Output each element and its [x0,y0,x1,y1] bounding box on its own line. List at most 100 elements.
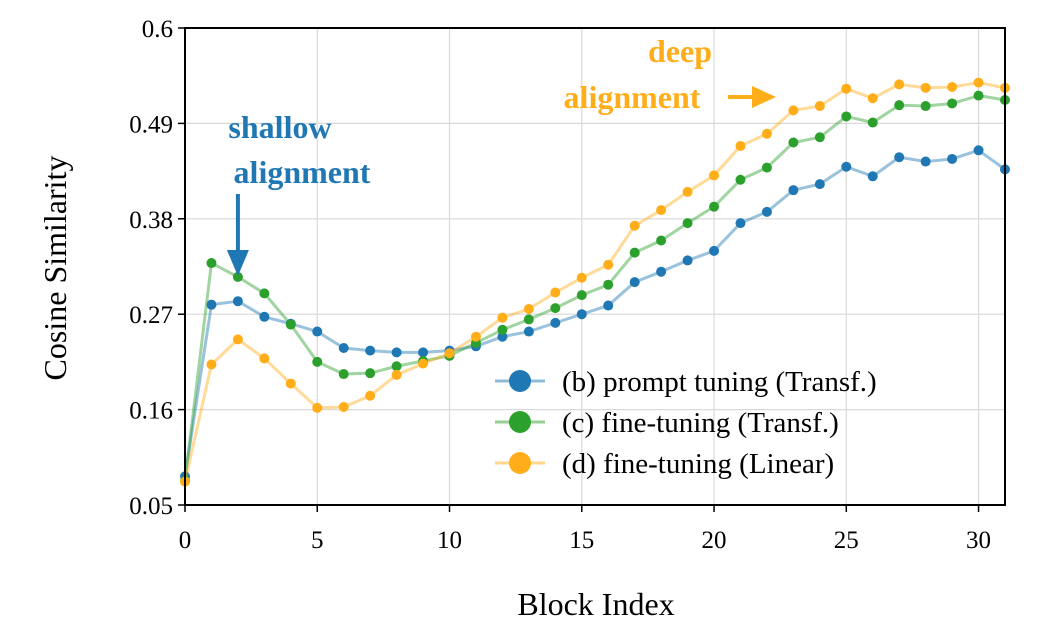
data-point [973,145,984,156]
data-point [709,245,720,256]
x-tick-label: 15 [569,527,594,554]
data-point [814,132,825,143]
data-point [656,205,667,216]
data-point [920,156,931,167]
data-point [285,319,296,330]
y-tick-label: 0.38 [129,207,173,234]
y-tick-label: 0.6 [142,16,173,43]
data-point [285,378,296,389]
y-tick-label: 0.16 [129,398,173,425]
annotation-arrow-head [226,250,249,276]
data-point [867,93,878,104]
x-tick-label: 0 [179,527,192,554]
data-point [841,83,852,94]
data-point [947,81,958,92]
data-point [761,128,772,139]
data-point [603,259,614,270]
data-point [206,258,217,269]
data-point [973,90,984,101]
x-tick-label: 30 [966,527,991,554]
annotation-shallow-line1: shallow [228,109,331,145]
data-point [735,218,746,229]
data-point [444,348,455,359]
data-point [629,220,640,231]
annotation-deep-line2: alignment [564,79,701,115]
data-point [788,137,799,148]
y-tick-label: 0.49 [129,111,173,138]
data-point [232,334,243,345]
data-point [576,290,587,301]
data-point [391,347,402,358]
data-point [523,303,534,314]
x-tick-label: 25 [834,527,859,554]
data-point [629,277,640,288]
data-point [418,358,429,369]
data-point [259,288,270,299]
x-tick-label: 5 [311,527,324,554]
data-point [365,390,376,401]
data-point [391,369,402,380]
data-point [232,271,243,282]
legend-label: (d) fine-tuning (Linear) [562,448,834,480]
data-point [497,324,508,335]
data-point [312,356,323,367]
y-tick-label: 0.27 [129,302,173,329]
data-point [550,303,561,314]
y-tick-label: 0.05 [129,493,173,520]
data-point [814,101,825,112]
data-point [470,331,481,342]
data-point [867,171,878,182]
y-axis-title: Cosine Similarity [37,156,73,381]
data-point [788,105,799,116]
annotation-shallow-line2: alignment [234,154,371,190]
legend-swatch-marker [509,370,531,392]
legend-swatch-marker [509,411,531,433]
data-point [365,345,376,356]
x-tick-label: 10 [437,527,462,554]
plot-frame [184,27,1006,506]
data-point [867,117,878,128]
legend-label: (b) prompt tuning (Transf.) [562,366,877,398]
annotation-deep-line1: deep [648,33,712,69]
data-point [761,162,772,173]
data-point [894,152,905,163]
data-point [391,361,402,372]
data-point [497,331,508,342]
data-point [920,82,931,93]
data-point [894,79,905,90]
data-point [603,300,614,311]
legend-label: (c) fine-tuning (Transf.) [562,407,839,439]
data-point [814,179,825,190]
data-point [841,161,852,172]
data-point [603,279,614,290]
data-point [259,311,270,322]
data-point [338,343,349,354]
data-point [841,111,852,122]
data-point [761,206,772,217]
data-point [894,100,905,111]
data-point [682,186,693,197]
data-point [365,368,376,379]
data-point [682,255,693,266]
x-tick-label: 20 [702,527,727,554]
data-point [788,185,799,196]
data-point [947,98,958,109]
data-point [656,266,667,277]
data-point [920,101,931,112]
data-point [206,359,217,370]
data-point [947,153,958,164]
annotation-arrow-head [752,86,776,108]
data-point [338,401,349,412]
data-point [232,296,243,307]
data-point [576,272,587,283]
data-point [523,326,534,337]
data-point [497,312,508,323]
data-point [312,326,323,337]
data-point [206,299,217,310]
data-point [709,170,720,181]
data-point [550,287,561,298]
data-point [418,347,429,358]
data-point [523,314,534,325]
annotations: shallow alignment deep alignment [226,33,776,276]
